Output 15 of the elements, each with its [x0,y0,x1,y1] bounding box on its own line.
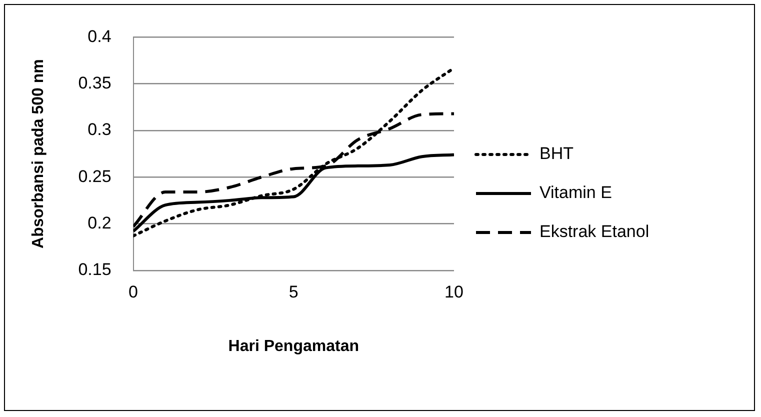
legend-label: BHT [540,144,574,164]
y-tick-label: 0.2 [88,213,112,232]
legend-label: Ekstrak Etanol [540,222,650,242]
x-axis-title: Hari Pengamatan [228,338,360,355]
y-tick-label: 0.4 [88,26,112,46]
y-tick-label: 0.15 [78,260,112,280]
y-tick-label: 0.35 [78,74,112,93]
y-axis-title: Absorbansi pada 500 nm [30,59,48,248]
line-series [133,66,454,238]
legend-label: Vitamin E [540,183,612,202]
y-tick-label: 0.25 [78,166,112,186]
x-tick-label: 0 [128,282,138,302]
x-tick-label: 5 [288,282,298,302]
y-tick-label: 0.3 [88,120,112,140]
x-tick-label: 10 [444,282,464,302]
